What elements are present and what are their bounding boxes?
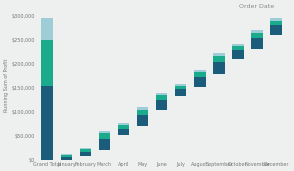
Text: Order Date: Order Date (239, 4, 274, 9)
Bar (194, 72, 206, 77)
Bar (175, 86, 186, 89)
Y-axis label: Running Sum of Profit: Running Sum of Profit (4, 59, 9, 112)
Bar (80, 149, 91, 152)
Bar (99, 139, 110, 150)
Bar (232, 50, 244, 59)
Bar (118, 123, 129, 125)
Bar (213, 53, 225, 56)
Bar (137, 107, 148, 110)
Bar (251, 33, 263, 38)
Bar (61, 154, 72, 155)
Bar (41, 40, 53, 86)
Bar (118, 125, 129, 129)
Bar (156, 93, 167, 95)
Bar (232, 44, 244, 46)
Bar (99, 133, 110, 139)
Bar (270, 18, 282, 21)
Bar (175, 89, 186, 96)
Bar (156, 95, 167, 100)
Bar (61, 155, 72, 157)
Bar (251, 30, 263, 33)
Bar (213, 56, 225, 62)
Bar (156, 100, 167, 110)
Bar (118, 129, 129, 135)
Bar (41, 86, 53, 160)
Bar (80, 148, 91, 149)
Bar (194, 77, 206, 87)
Bar (251, 38, 263, 49)
Bar (137, 115, 148, 126)
Bar (175, 84, 186, 86)
Bar (213, 62, 225, 74)
Bar (270, 21, 282, 25)
Bar (61, 157, 72, 160)
Bar (99, 131, 110, 133)
Bar (41, 18, 53, 40)
Bar (80, 152, 91, 156)
Bar (232, 46, 244, 50)
Bar (194, 70, 206, 72)
Bar (270, 25, 282, 35)
Bar (137, 110, 148, 115)
